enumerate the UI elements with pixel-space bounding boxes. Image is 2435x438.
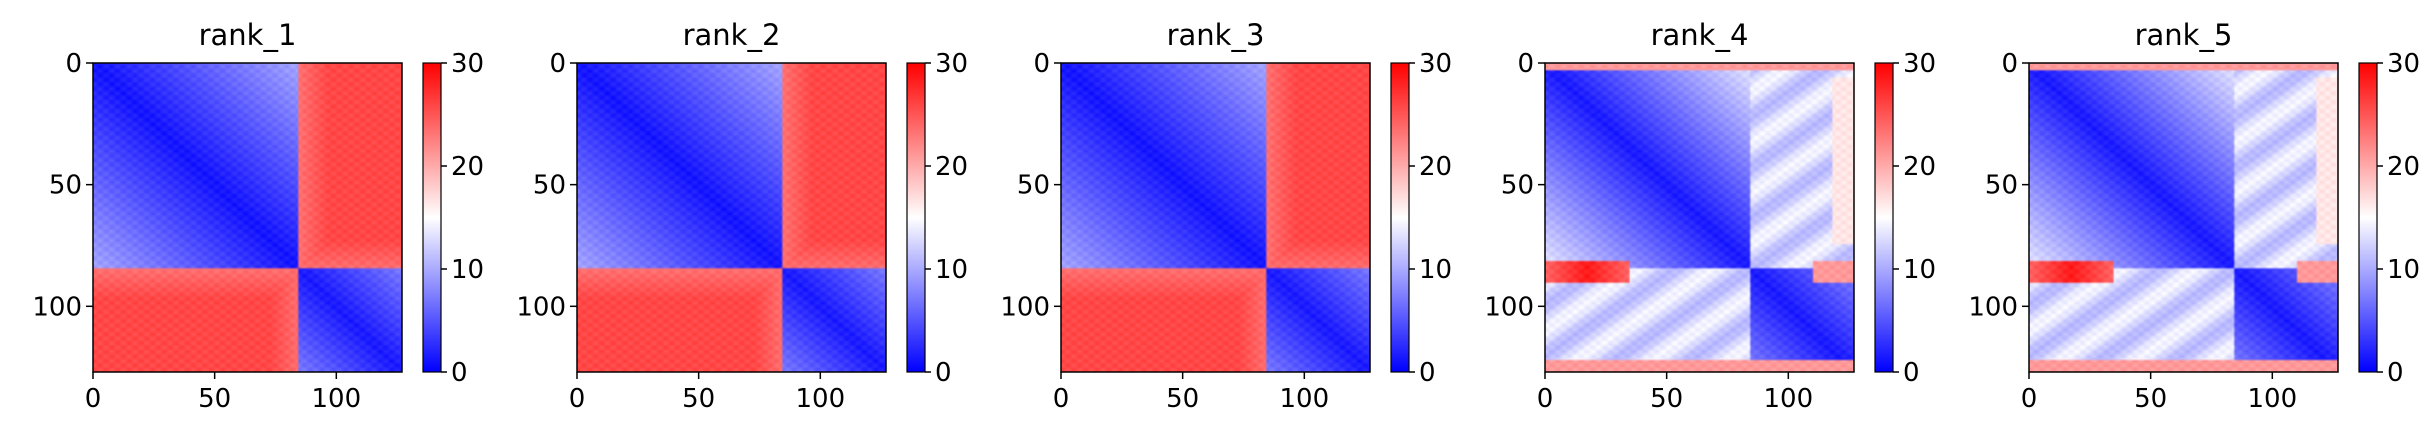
y-tick-label: 0	[549, 49, 566, 79]
heatmap-panel-3: rank_3 0 50 100 0 50 100 0 10 20 30	[1000, 18, 1452, 414]
colorbar-tick-label: 0	[1419, 358, 1436, 388]
x-tick-label: 0	[2021, 384, 2038, 414]
heatmap-image	[1545, 63, 1854, 372]
x-tick-label: 0	[85, 384, 102, 414]
x-tick-label: 100	[795, 384, 845, 414]
y-tick-label: 100	[1484, 292, 1534, 322]
colorbar-tick-label: 20	[1419, 152, 1452, 182]
x-tick-label: 50	[1166, 384, 1199, 414]
colorbar	[422, 62, 442, 373]
colorbar-tick-label: 10	[451, 255, 484, 285]
colorbar	[2358, 62, 2378, 373]
panel-title: rank_4	[1651, 18, 1749, 52]
y-tick-label: 100	[1968, 292, 2018, 322]
colorbar	[906, 62, 926, 373]
x-tick-label: 100	[1763, 384, 1813, 414]
y-tick-label: 0	[65, 49, 82, 79]
colorbar-tick-label: 10	[2387, 255, 2420, 285]
colorbar-tick-label: 0	[935, 358, 952, 388]
heatmap-panel-5: rank_5 0 50 100 0 50 100 0 10 20 30	[1968, 18, 2420, 414]
colorbar-tick-label: 10	[935, 255, 968, 285]
colorbar-tick-label: 0	[451, 358, 468, 388]
colorbar-tick-label: 0	[1903, 358, 1920, 388]
colorbar-tick-label: 10	[1419, 255, 1452, 285]
y-tick-label: 0	[2001, 49, 2018, 79]
x-tick-label: 50	[682, 384, 715, 414]
panel-title: rank_5	[2135, 18, 2233, 52]
x-tick-label: 100	[1279, 384, 1329, 414]
panel-title: rank_2	[683, 18, 781, 52]
x-tick-label: 0	[1053, 384, 1070, 414]
heatmap-image	[577, 63, 886, 372]
heatmap-panel-2: rank_2 0 50 100 0 50 100 0 10 20 30	[516, 18, 968, 414]
y-tick-label: 100	[516, 292, 566, 322]
y-tick-label: 0	[1517, 49, 1534, 79]
colorbar-tick-label: 20	[2387, 152, 2420, 182]
colorbar-tick-label: 10	[1903, 255, 1936, 285]
heatmap-image	[1061, 63, 1370, 372]
colorbar	[1874, 62, 1894, 373]
x-tick-label: 50	[1650, 384, 1683, 414]
colorbar-tick-label: 30	[2387, 49, 2420, 79]
x-tick-label: 0	[1537, 384, 1554, 414]
y-tick-label: 100	[32, 292, 82, 322]
y-tick-label: 50	[533, 171, 566, 201]
colorbar-tick-label: 30	[935, 49, 968, 79]
heatmap-image	[93, 63, 402, 372]
axes-frame	[576, 62, 887, 373]
colorbar-tick-label: 30	[451, 49, 484, 79]
axes-frame	[1544, 62, 1855, 373]
colorbar	[1390, 62, 1410, 373]
axes-frame	[1060, 62, 1371, 373]
y-tick-label: 100	[1000, 292, 1050, 322]
colorbar-tick-label: 0	[2387, 358, 2404, 388]
axes-frame	[92, 62, 403, 373]
panel-title: rank_1	[199, 18, 297, 52]
heatmap-image	[2029, 63, 2338, 372]
colorbar-tick-label: 20	[935, 152, 968, 182]
heatmap-panel-1: rank_1 0 50 100 0 50 100 0 10 20 30	[32, 18, 484, 414]
x-tick-label: 100	[2247, 384, 2297, 414]
colorbar-tick-label: 20	[451, 152, 484, 182]
x-tick-label: 50	[2134, 384, 2167, 414]
axes-frame	[2028, 62, 2339, 373]
y-tick-label: 0	[1033, 49, 1050, 79]
colorbar-tick-label: 30	[1419, 49, 1452, 79]
x-tick-label: 50	[198, 384, 231, 414]
y-tick-label: 50	[1985, 171, 2018, 201]
y-tick-label: 50	[1501, 171, 1534, 201]
panel-title: rank_3	[1167, 18, 1265, 52]
y-tick-label: 50	[1017, 171, 1050, 201]
x-tick-label: 0	[569, 384, 586, 414]
heatmap-panel-4: rank_4 0 50 100 0 50 100 0 10 20 30	[1484, 18, 1936, 414]
colorbar-tick-label: 20	[1903, 152, 1936, 182]
x-tick-label: 100	[311, 384, 361, 414]
y-tick-label: 50	[49, 171, 82, 201]
colorbar-tick-label: 30	[1903, 49, 1936, 79]
